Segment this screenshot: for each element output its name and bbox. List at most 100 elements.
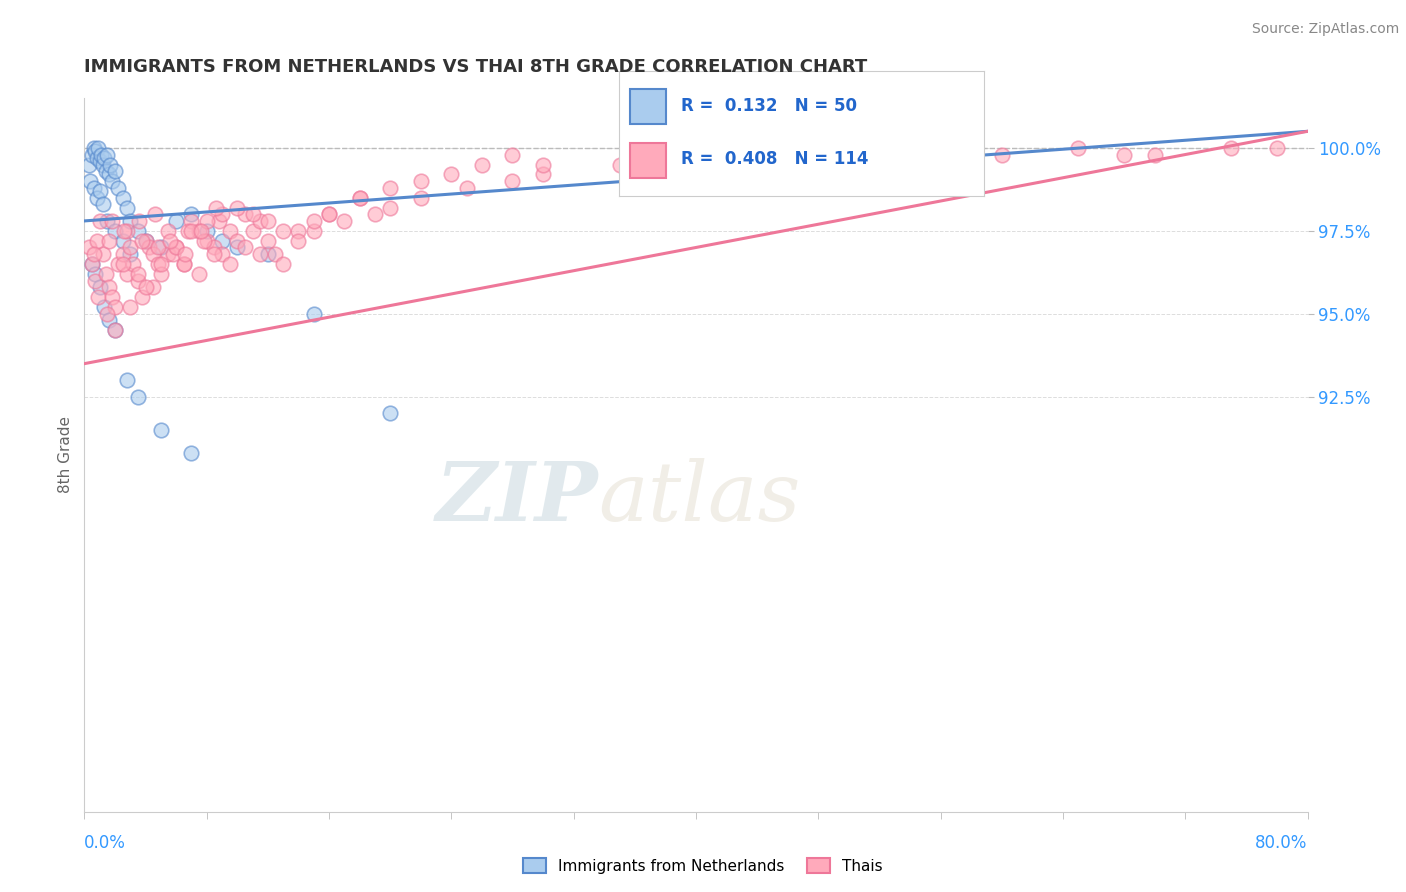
Point bbox=[838, 147, 860, 161]
Point bbox=[84, 145, 107, 159]
Point bbox=[233, 240, 256, 254]
Point bbox=[257, 247, 280, 261]
Point bbox=[380, 180, 402, 194]
Point bbox=[96, 147, 118, 161]
FancyBboxPatch shape bbox=[630, 143, 666, 178]
Point bbox=[91, 247, 114, 261]
Point bbox=[149, 267, 172, 281]
Point bbox=[83, 180, 105, 194]
Point bbox=[654, 147, 676, 161]
Point bbox=[349, 191, 371, 205]
Point bbox=[80, 257, 103, 271]
Point bbox=[208, 214, 231, 228]
Point bbox=[211, 247, 233, 261]
Point bbox=[302, 307, 325, 321]
Point bbox=[173, 257, 195, 271]
Point bbox=[380, 201, 402, 215]
Point bbox=[115, 201, 138, 215]
Point bbox=[226, 240, 249, 254]
Point bbox=[80, 147, 103, 161]
Point bbox=[190, 224, 212, 238]
Point bbox=[271, 257, 294, 271]
Point bbox=[233, 207, 256, 221]
Point bbox=[96, 214, 118, 228]
Point bbox=[97, 313, 120, 327]
Point bbox=[104, 164, 127, 178]
Point bbox=[440, 168, 463, 182]
Point bbox=[89, 214, 111, 228]
Point bbox=[195, 234, 218, 248]
Point bbox=[97, 168, 120, 182]
Point bbox=[77, 240, 100, 254]
Text: 80.0%: 80.0% bbox=[1256, 834, 1308, 852]
Point bbox=[333, 214, 356, 228]
Point bbox=[205, 201, 228, 215]
Point bbox=[1067, 141, 1090, 155]
Point bbox=[685, 147, 707, 161]
Y-axis label: 8th Grade: 8th Grade bbox=[58, 417, 73, 493]
Point bbox=[1114, 147, 1136, 161]
Point bbox=[83, 141, 105, 155]
Point bbox=[101, 290, 124, 304]
Point bbox=[249, 214, 271, 228]
Point bbox=[146, 240, 169, 254]
Point bbox=[761, 157, 783, 171]
Point bbox=[180, 207, 202, 221]
Point bbox=[91, 197, 114, 211]
Point bbox=[177, 224, 200, 238]
Point bbox=[111, 191, 134, 205]
Point bbox=[960, 141, 983, 155]
Point bbox=[115, 373, 138, 387]
Point bbox=[318, 207, 340, 221]
Point bbox=[87, 141, 110, 155]
Point bbox=[211, 234, 233, 248]
Point bbox=[180, 446, 202, 460]
Point bbox=[287, 234, 309, 248]
Point bbox=[115, 224, 138, 238]
Point bbox=[90, 147, 112, 161]
Text: IMMIGRANTS FROM NETHERLANDS VS THAI 8TH GRADE CORRELATION CHART: IMMIGRANTS FROM NETHERLANDS VS THAI 8TH … bbox=[84, 58, 868, 76]
Point bbox=[174, 247, 197, 261]
Point bbox=[807, 157, 830, 171]
Text: 0.0%: 0.0% bbox=[84, 834, 127, 852]
Point bbox=[202, 240, 225, 254]
Point bbox=[79, 174, 101, 188]
Point bbox=[86, 151, 108, 165]
Point bbox=[1220, 141, 1243, 155]
Point bbox=[97, 280, 120, 294]
Point bbox=[195, 214, 218, 228]
Point bbox=[93, 300, 115, 314]
Legend: Immigrants from Netherlands, Thais: Immigrants from Netherlands, Thais bbox=[517, 852, 889, 880]
Point bbox=[131, 290, 153, 304]
Point bbox=[165, 240, 187, 254]
Point bbox=[142, 247, 165, 261]
Point bbox=[165, 240, 187, 254]
Point bbox=[104, 323, 127, 337]
Point bbox=[89, 280, 111, 294]
Point bbox=[149, 423, 172, 437]
Point bbox=[127, 224, 149, 238]
Point bbox=[257, 214, 280, 228]
Point bbox=[146, 257, 169, 271]
Point bbox=[107, 180, 129, 194]
Point bbox=[501, 174, 523, 188]
Point bbox=[101, 174, 124, 188]
Point bbox=[104, 323, 127, 337]
Point bbox=[202, 247, 225, 261]
Point bbox=[157, 224, 180, 238]
Point bbox=[249, 247, 271, 261]
Point bbox=[914, 157, 936, 171]
Point bbox=[104, 300, 127, 314]
Point bbox=[127, 274, 149, 288]
Point bbox=[107, 257, 129, 271]
Point bbox=[149, 257, 172, 271]
Point bbox=[77, 157, 100, 171]
Point bbox=[531, 157, 554, 171]
Point bbox=[409, 174, 432, 188]
Point bbox=[98, 157, 121, 171]
Point bbox=[180, 224, 202, 238]
Point bbox=[264, 247, 287, 261]
FancyBboxPatch shape bbox=[630, 89, 666, 124]
Point bbox=[180, 214, 202, 228]
Point bbox=[242, 224, 264, 238]
